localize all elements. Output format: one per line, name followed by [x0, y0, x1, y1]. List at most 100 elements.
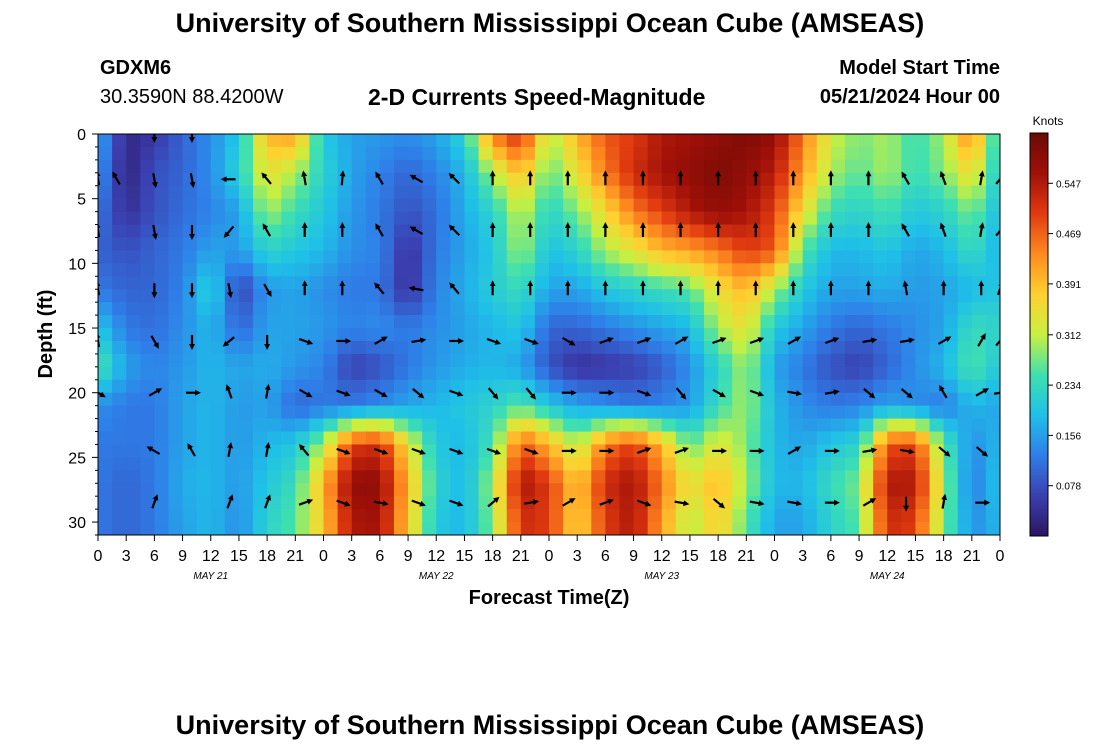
- heatmap-cell: [830, 470, 846, 484]
- heatmap-cell: [436, 172, 451, 187]
- heatmap-cell: [633, 483, 649, 497]
- heatmap-cell: [957, 198, 973, 213]
- heatmap-cell: [351, 250, 367, 264]
- heatmap-cell: [154, 405, 170, 420]
- direction-arrow: [787, 500, 803, 507]
- heatmap-cell: [365, 315, 381, 329]
- heatmap-cell: [647, 289, 663, 303]
- heatmap-cell: [506, 470, 522, 484]
- heatmap-cell: [689, 276, 705, 290]
- heatmap-cell: [732, 328, 747, 342]
- heatmap-cell: [168, 263, 184, 277]
- heatmap-cell: [661, 250, 677, 264]
- heatmap-cell: [478, 483, 494, 497]
- heatmap-cell: [140, 366, 155, 381]
- y-tick-label: 20: [68, 386, 86, 403]
- heatmap-cell: [365, 340, 381, 355]
- heatmap-cell: [281, 353, 296, 368]
- heatmap-cell: [154, 392, 170, 407]
- heatmap-cell: [267, 237, 282, 252]
- heatmap-cell: [422, 405, 437, 420]
- heatmap-cell: [267, 366, 282, 381]
- heatmap-cell: [238, 185, 254, 200]
- heatmap-cell: [732, 185, 747, 200]
- heatmap-cell: [210, 496, 226, 510]
- heatmap-cell: [196, 444, 212, 458]
- heatmap-cell: [140, 198, 155, 213]
- heatmap-cell: [323, 185, 339, 200]
- heatmap-cell: [619, 470, 635, 484]
- heatmap-cell: [661, 276, 677, 290]
- heatmap-cell: [619, 328, 635, 342]
- heatmap-cell: [915, 366, 931, 381]
- heatmap-cell: [365, 302, 381, 316]
- heatmap-cell: [929, 289, 945, 303]
- heatmap-cell: [549, 496, 564, 510]
- heatmap-cell: [675, 431, 691, 446]
- heatmap-cell: [689, 159, 705, 174]
- heatmap-cell: [520, 353, 536, 368]
- heatmap-cell: [309, 405, 325, 420]
- heatmap-cell: [619, 185, 635, 200]
- heatmap-cell: [929, 276, 945, 290]
- heatmap-cell: [689, 340, 705, 355]
- heatmap-cell: [887, 250, 902, 264]
- heatmap-cell: [929, 211, 945, 226]
- heatmap-cell: [98, 405, 113, 420]
- heatmap-cell: [591, 405, 606, 420]
- heatmap-cell: [351, 185, 367, 200]
- heatmap-cell: [957, 328, 973, 342]
- heatmap-cell: [112, 366, 127, 381]
- heatmap-cell: [859, 237, 874, 252]
- direction-arrow: [787, 336, 802, 345]
- heatmap-cell: [788, 483, 804, 497]
- heatmap-cell: [943, 353, 959, 368]
- direction-arrow: [995, 224, 1000, 237]
- heatmap-cell: [98, 444, 113, 458]
- x-tick-label: 15: [230, 548, 248, 565]
- heatmap-cell: [126, 366, 141, 381]
- heatmap-cell: [901, 522, 917, 535]
- heatmap-cell: [422, 211, 437, 226]
- heatmap-cell: [267, 470, 282, 484]
- heatmap-cell: [985, 302, 1000, 316]
- heatmap-cell: [393, 198, 409, 213]
- direction-arrow: [487, 387, 499, 400]
- heatmap-cell: [788, 289, 804, 303]
- heatmap-cell: [971, 418, 987, 433]
- heatmap-cell: [365, 185, 381, 200]
- heatmap-cell: [873, 134, 888, 148]
- heatmap-cell: [464, 496, 480, 510]
- direction-arrow: [373, 500, 389, 507]
- heatmap-cell: [802, 185, 818, 200]
- heatmap-cell: [971, 340, 987, 355]
- heatmap-cell: [126, 483, 141, 497]
- heatmap-cell: [520, 328, 536, 342]
- heatmap-cell: [788, 522, 804, 535]
- heatmap-cell: [915, 172, 931, 187]
- heatmap-cell: [760, 198, 776, 213]
- heatmap-cell: [351, 146, 367, 161]
- direction-arrow: [975, 446, 989, 457]
- heatmap-cell: [774, 522, 790, 535]
- heatmap-cell: [732, 250, 747, 264]
- heatmap-cell: [746, 328, 761, 342]
- heatmap-cell: [915, 444, 931, 458]
- direction-arrow: [599, 337, 614, 345]
- heatmap-cell: [802, 315, 818, 329]
- heatmap-cell: [196, 328, 212, 342]
- heatmap-cell: [408, 263, 423, 277]
- heatmap-cell: [379, 457, 395, 471]
- heatmap-cell: [408, 457, 423, 471]
- heatmap-cell: [98, 263, 113, 277]
- heatmap-cell: [802, 159, 818, 174]
- heatmap-cell: [478, 431, 494, 446]
- heatmap-cell: [647, 328, 663, 342]
- heatmap-cell: [859, 276, 874, 290]
- heatmap-cell: [802, 483, 818, 497]
- heatmap-cell: [943, 418, 959, 433]
- heatmap-cell: [873, 470, 888, 484]
- heatmap-cell: [760, 405, 776, 420]
- heatmap-cell: [774, 457, 790, 471]
- heatmap-cell: [943, 496, 959, 510]
